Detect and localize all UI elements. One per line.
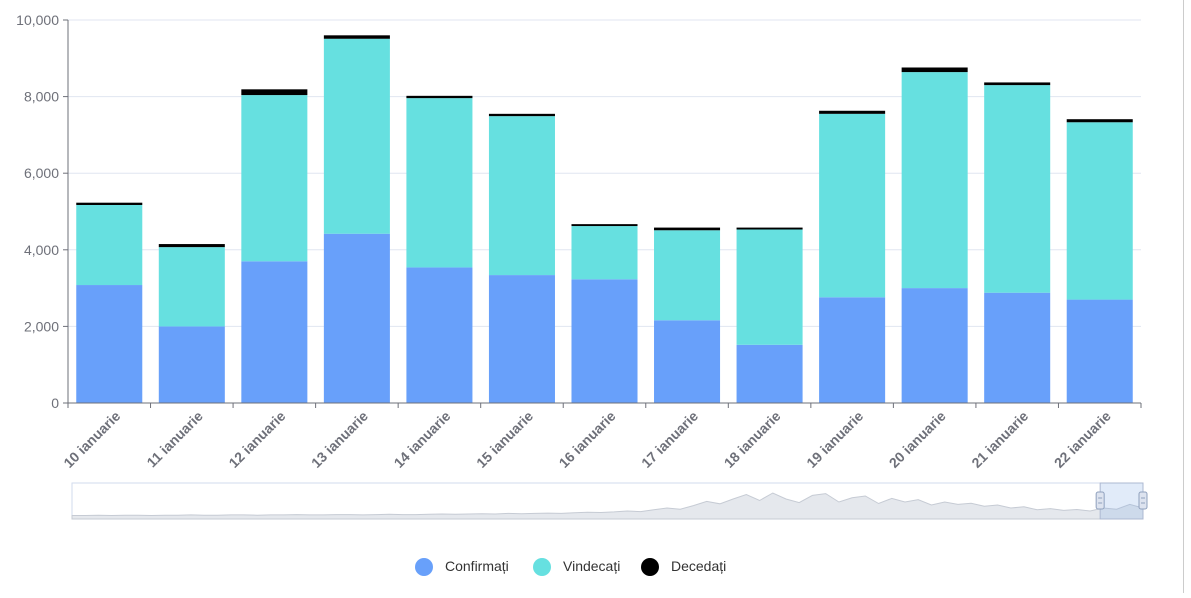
bar-confirmați[interactable]: [406, 267, 473, 403]
datazoom-handle-right[interactable]: [1138, 491, 1148, 510]
bar-vindecați[interactable]: [901, 72, 968, 289]
legend-label: Confirmați: [445, 558, 509, 574]
bar-confirmați[interactable]: [1066, 299, 1133, 403]
datazoom-slider[interactable]: [71, 482, 1148, 520]
bar-confirmați[interactable]: [571, 279, 638, 403]
bar-confirmați[interactable]: [158, 326, 225, 403]
bar-vindecați[interactable]: [571, 226, 638, 280]
y-tick-label: 2,000: [24, 318, 59, 334]
bar-confirmați[interactable]: [323, 233, 390, 403]
bars: [76, 35, 1133, 403]
bar-decedați[interactable]: [158, 244, 225, 248]
bar-vindecați[interactable]: [1066, 122, 1133, 300]
legend-label: Decedați: [671, 558, 726, 574]
bar-decedați[interactable]: [241, 89, 308, 96]
legend: Confirmați Vindecați Decedați: [415, 558, 726, 576]
bar-decedați[interactable]: [1066, 119, 1133, 123]
x-tick-label: 11 ianuarie: [143, 408, 206, 471]
legend-item-vindecați[interactable]: Vindecați: [533, 558, 620, 576]
bar-confirmați[interactable]: [241, 261, 308, 403]
y-tick-label: 8,000: [24, 89, 59, 105]
bar-decedați[interactable]: [901, 67, 968, 73]
legend-marker: [533, 558, 551, 576]
y-tick-label: 6,000: [24, 165, 59, 181]
datazoom-overview-area: [71, 492, 1144, 520]
x-tick-label: 16 ianuarie: [556, 408, 619, 471]
bar-confirmați[interactable]: [901, 288, 968, 403]
bar-vindecați[interactable]: [654, 230, 721, 321]
bar-decedați[interactable]: [571, 224, 638, 227]
legend-item-confirmați[interactable]: Confirmați: [415, 558, 509, 576]
bar-vindecați[interactable]: [323, 38, 390, 234]
x-tick-label: 12 ianuarie: [225, 408, 288, 471]
bar-confirmați[interactable]: [984, 292, 1051, 403]
bar-decedați[interactable]: [654, 227, 721, 231]
bar-confirmați[interactable]: [654, 320, 721, 403]
bar-confirmați[interactable]: [736, 344, 803, 403]
bar-vindecați[interactable]: [736, 229, 803, 345]
bar-decedați[interactable]: [76, 202, 143, 205]
bar-decedați[interactable]: [736, 227, 803, 230]
bar-vindecați[interactable]: [76, 204, 143, 286]
bar-decedați[interactable]: [323, 35, 390, 39]
bar-vindecați[interactable]: [984, 85, 1051, 293]
bar-decedați[interactable]: [488, 113, 555, 117]
bar-vindecați[interactable]: [241, 95, 308, 262]
bar-vindecați[interactable]: [819, 113, 886, 298]
bar-vindecați[interactable]: [488, 116, 555, 276]
datazoom-handle-left[interactable]: [1095, 491, 1105, 510]
datazoom-window[interactable]: [1099, 482, 1144, 520]
x-tick-label: 20 ianuarie: [886, 408, 949, 471]
bar-vindecați[interactable]: [158, 247, 225, 327]
x-tick-label: 18 ianuarie: [721, 408, 784, 471]
bar-confirmați[interactable]: [819, 297, 886, 403]
bar-confirmați[interactable]: [76, 285, 143, 403]
bar-decedați[interactable]: [406, 95, 473, 99]
y-tick-label: 4,000: [24, 242, 59, 258]
bar-decedați[interactable]: [984, 82, 1051, 86]
x-tick-label: 10 ianuarie: [60, 408, 123, 471]
x-tick-label: 21 ianuarie: [968, 408, 1031, 471]
legend-marker: [415, 558, 433, 576]
right-edge-border: [1183, 0, 1184, 593]
legend-item-decedați[interactable]: Decedați: [641, 558, 726, 576]
legend-label: Vindecați: [563, 558, 620, 574]
bar-decedați[interactable]: [819, 110, 886, 114]
x-tick-label: 14 ianuarie: [391, 408, 454, 471]
x-tick-label: 19 ianuarie: [803, 408, 866, 471]
y-tick-label: 0: [51, 395, 59, 411]
x-tick-label: 22 ianuarie: [1051, 408, 1114, 471]
x-tick-label: 15 ianuarie: [473, 408, 536, 471]
y-tick-label: 10,000: [16, 12, 59, 28]
legend-marker: [641, 558, 659, 576]
bar-confirmați[interactable]: [488, 275, 555, 403]
x-tick-label: 13 ianuarie: [308, 408, 371, 471]
bar-vindecați[interactable]: [406, 98, 473, 268]
x-tick-label: 17 ianuarie: [638, 408, 701, 471]
